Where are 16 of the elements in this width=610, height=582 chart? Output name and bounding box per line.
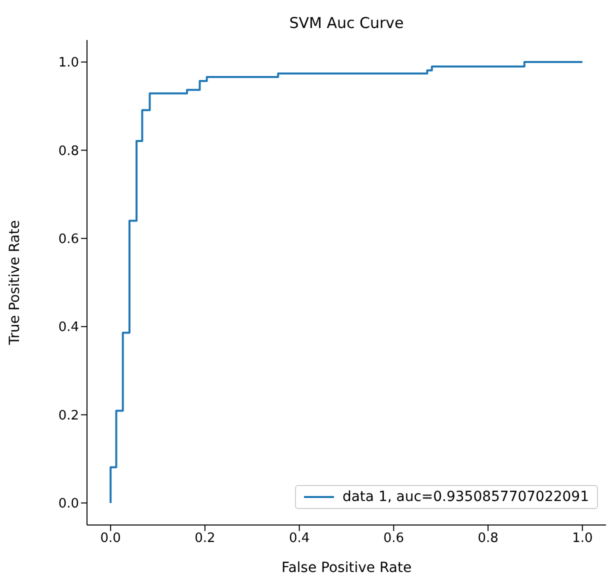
x-tick-label: 0.2 (194, 531, 216, 546)
x-tick-label: 1.0 (572, 531, 593, 546)
y-tick-label: 1.0 (58, 56, 79, 71)
x-axis-title: False Positive Rate (281, 560, 412, 576)
x-tick-label: 0.0 (100, 531, 121, 546)
y-tick-label: 0.6 (58, 232, 79, 248)
x-tick-label: 0.8 (478, 531, 498, 546)
y-tick-label: 0.8 (58, 144, 79, 159)
y-axis-title: True Positive Rate (6, 220, 23, 346)
y-tick-label: 0.4 (58, 320, 79, 336)
x-tick-label: 0.4 (288, 531, 310, 546)
legend-label: data 1, auc=0.9350857707022091 (342, 489, 589, 505)
y-tick-label: 0.2 (58, 408, 79, 424)
chart-title: SVM Auc Curve (288, 14, 405, 32)
y-tick-label: 0.0 (58, 496, 79, 512)
x-tick-label: 0.6 (383, 531, 404, 546)
